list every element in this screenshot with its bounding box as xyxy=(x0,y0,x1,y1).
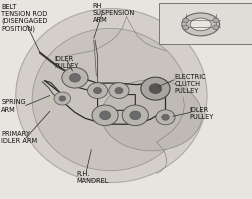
Circle shape xyxy=(59,96,65,101)
Circle shape xyxy=(108,83,129,99)
Circle shape xyxy=(212,25,218,30)
Ellipse shape xyxy=(101,80,201,151)
Circle shape xyxy=(161,114,169,120)
Ellipse shape xyxy=(16,9,206,182)
Circle shape xyxy=(99,111,110,120)
Text: IDLER
PULLEY: IDLER PULLEY xyxy=(189,107,213,120)
Circle shape xyxy=(87,83,107,99)
Circle shape xyxy=(114,87,122,94)
Text: ELECTRIC
CLUTCH
PULLEY: ELECTRIC CLUTCH PULLEY xyxy=(174,74,205,94)
Text: SPRING
ARM: SPRING ARM xyxy=(1,100,26,112)
Text: IDLER
PULLEY: IDLER PULLEY xyxy=(55,56,79,69)
Circle shape xyxy=(182,25,188,30)
Ellipse shape xyxy=(190,18,210,31)
Circle shape xyxy=(140,77,169,100)
Ellipse shape xyxy=(181,13,219,36)
Circle shape xyxy=(182,18,188,23)
Circle shape xyxy=(92,105,118,126)
Circle shape xyxy=(212,18,218,23)
Circle shape xyxy=(155,110,174,125)
Ellipse shape xyxy=(32,28,187,171)
Text: RH
SUSPENSION
ARM: RH SUSPENSION ARM xyxy=(92,3,134,23)
Circle shape xyxy=(69,73,80,82)
Text: RH MANDREL
COVER: RH MANDREL COVER xyxy=(172,3,216,16)
Circle shape xyxy=(122,105,148,126)
Circle shape xyxy=(54,92,70,105)
Circle shape xyxy=(61,67,88,88)
Circle shape xyxy=(129,111,140,120)
Circle shape xyxy=(149,84,161,94)
Circle shape xyxy=(93,87,101,94)
Bar xyxy=(159,3,251,44)
Text: PRIMARY
IDLER ARM: PRIMARY IDLER ARM xyxy=(1,131,37,144)
Text: R.H.
MANDREL: R.H. MANDREL xyxy=(76,171,108,184)
Text: BELT
TENSION ROD
(DISENGAGED
POSITION): BELT TENSION ROD (DISENGAGED POSITION) xyxy=(1,4,47,32)
